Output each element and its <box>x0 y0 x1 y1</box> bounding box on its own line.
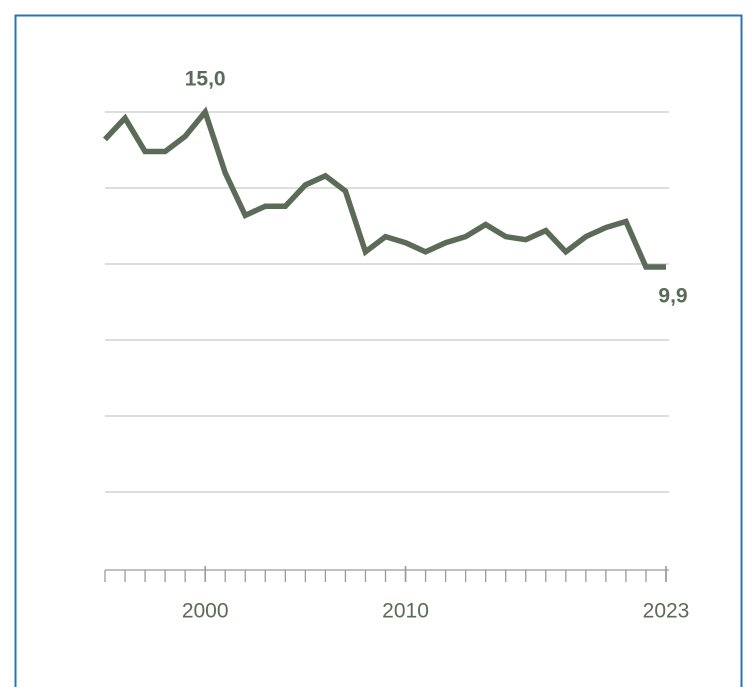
x-tick-label: 2010 <box>382 600 429 623</box>
data-label: 15,0 <box>185 68 226 91</box>
line <box>102 106 666 270</box>
data-label: 9,9 <box>658 285 687 308</box>
x-tick-label: 2000 <box>182 600 229 623</box>
frame <box>14 14 743 687</box>
x-tick-label: 2023 <box>643 600 690 623</box>
